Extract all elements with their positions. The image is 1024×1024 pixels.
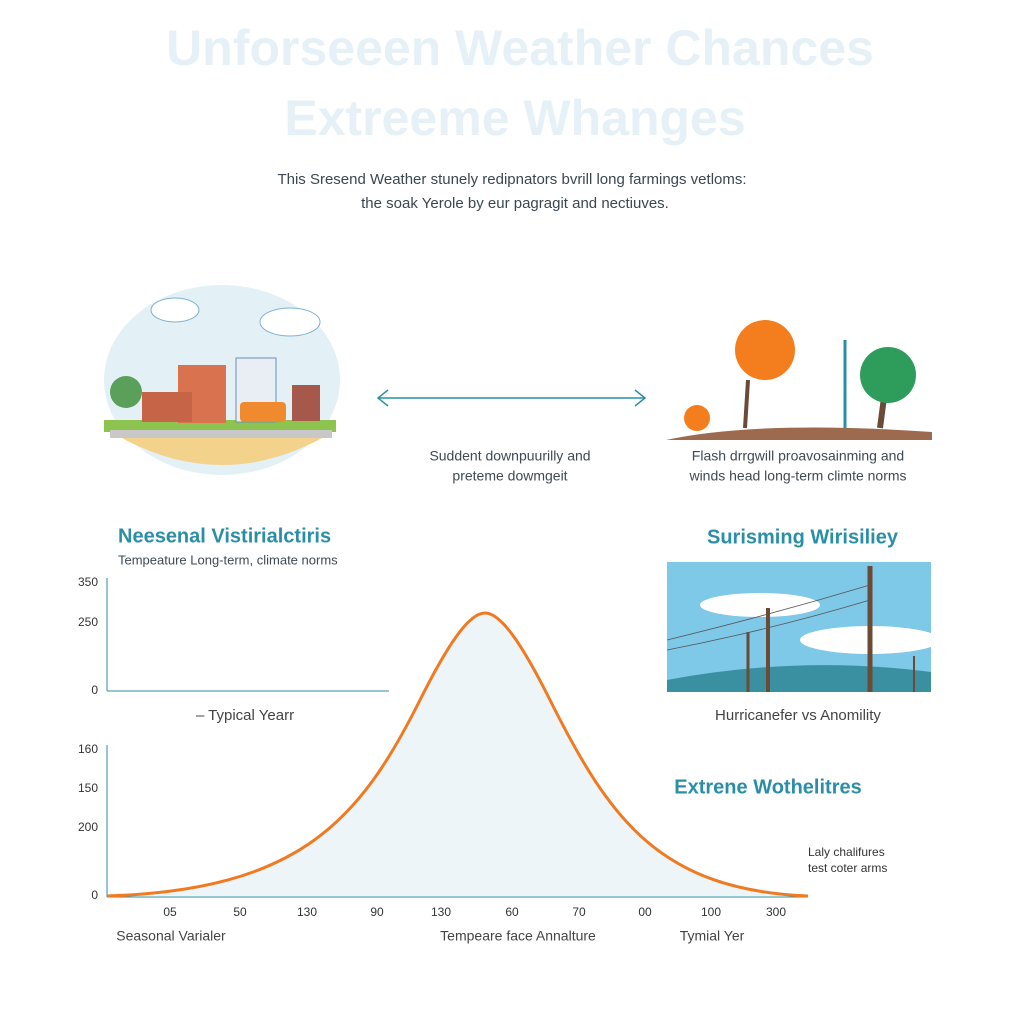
x-tick-label: 130: [297, 905, 317, 919]
y-tick-label: 0: [91, 888, 98, 902]
bell-curve-area: [107, 613, 808, 896]
caption: Flash drrgwill proavosainming and: [692, 448, 904, 464]
note: Laly chalifures: [808, 845, 885, 859]
caption: Hurricanefer vs Anomility: [715, 707, 881, 724]
x-tick-label: 00: [638, 905, 652, 919]
y-tick-label: 350: [78, 575, 98, 589]
y-tick-label: 200: [78, 820, 98, 834]
y-tick-label: 250: [78, 615, 98, 629]
y-tick-label: 150: [78, 781, 98, 795]
x-tick-label: 90: [370, 905, 384, 919]
caption: Suddent downpuurilly and: [429, 448, 590, 464]
axes: [106, 578, 808, 898]
caption: winds head long-term climte norms: [688, 468, 906, 484]
section-heading: Extrene Wothelitres: [674, 776, 861, 798]
subtitle: This Sresend Weather stunely redipnators…: [277, 171, 746, 188]
x-tick-label: 05: [163, 905, 177, 919]
y-tick-label: 0: [91, 683, 98, 697]
city-illustration: [104, 285, 340, 475]
y-tick-label: 160: [78, 742, 98, 756]
axis-label: Seasonal Varialer: [116, 928, 226, 944]
section-heading: Neesenal Vistirialctiris: [118, 525, 331, 547]
double-arrow: [376, 389, 647, 407]
labels: 350 250 0 160 150 200 0 05 50 130 90 130 60 70 00 100 30…: [78, 575, 786, 944]
section-subheading: Tempeature Long-term, climate norms: [118, 552, 338, 567]
power-lines-illustration: [666, 562, 940, 692]
x-tick-label: 130: [431, 905, 451, 919]
subtitle: the soak Yerole by eur pagragit and nect…: [361, 195, 669, 212]
section-heading: Surisming Wirisiliey: [707, 526, 899, 548]
drought-illustration: [666, 320, 932, 440]
note: test coter arms: [808, 861, 887, 875]
x-tick-label: 100: [701, 905, 721, 919]
title: Unforseeen Weather Chances: [166, 20, 874, 76]
bell-curve: [106, 611, 809, 898]
axis-label: Tymial Yer: [680, 928, 745, 944]
x-tick-label: 300: [766, 905, 786, 919]
x-tick-label: 50: [233, 905, 247, 919]
axis-label: Tempeare face Annalture: [440, 928, 596, 944]
legend: – Typical Yearr: [196, 707, 294, 724]
x-tick-label: 60: [505, 905, 519, 919]
x-tick-label: 70: [572, 905, 586, 919]
title: Extreeme Whanges: [284, 90, 745, 146]
caption: preteme dowmgeit: [452, 468, 567, 484]
